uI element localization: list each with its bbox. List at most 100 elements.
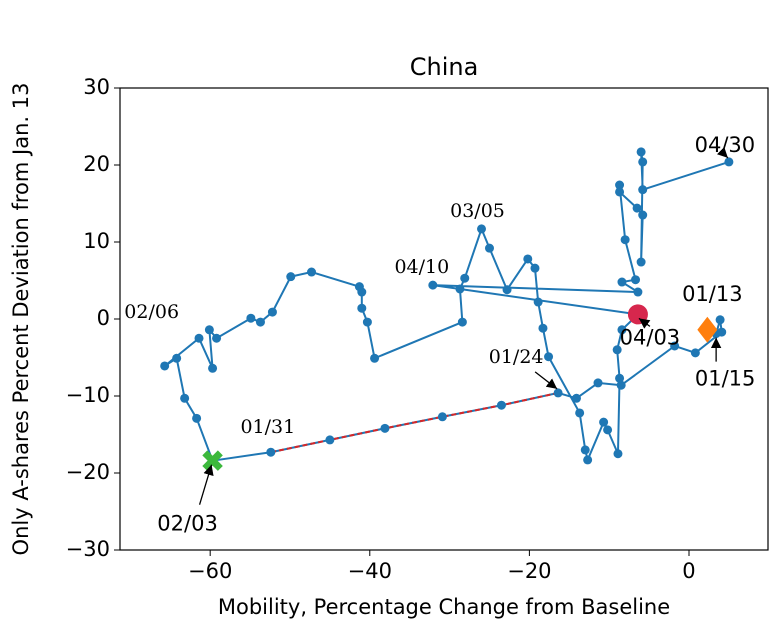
highlight-marker <box>627 304 648 325</box>
data-point <box>380 423 390 433</box>
data-point <box>208 363 218 373</box>
data-point <box>612 345 622 355</box>
annotation-arrow <box>198 464 214 505</box>
data-point <box>638 185 648 195</box>
data-point <box>204 325 214 335</box>
data-point <box>553 388 563 398</box>
data-point <box>370 353 380 363</box>
series-line <box>164 151 730 464</box>
data-point <box>615 373 625 383</box>
x-tick-label: 0 <box>682 559 695 583</box>
x-tick-label: −20 <box>507 559 551 583</box>
annotation: 02/06 <box>124 301 179 323</box>
data-point <box>571 393 581 403</box>
y-tick-label: 0 <box>97 306 110 330</box>
data-point <box>715 315 725 325</box>
data-point <box>286 272 296 282</box>
data-point <box>636 257 646 267</box>
data-point <box>717 327 727 337</box>
annotation: 01/13 <box>682 282 743 306</box>
data-point <box>530 263 540 273</box>
data-point <box>544 352 554 362</box>
data-point <box>617 325 627 335</box>
data-point <box>616 380 626 390</box>
data-point <box>428 280 438 290</box>
annotation: 02/03 <box>157 512 218 536</box>
annotation-arrow <box>638 317 651 329</box>
data-point <box>362 317 372 327</box>
data-point <box>502 285 512 295</box>
annotation: 01/15 <box>695 367 756 391</box>
data-point <box>603 425 613 435</box>
data-point <box>307 267 317 277</box>
highlight-marker <box>202 450 223 471</box>
data-point <box>533 297 543 307</box>
annotation-arrow <box>534 371 558 390</box>
data-point <box>160 361 170 371</box>
data-point <box>357 287 367 297</box>
data-point <box>575 408 585 418</box>
y-tick-label: −20 <box>66 460 110 484</box>
y-tick-label: 20 <box>83 152 110 176</box>
data-point <box>615 180 625 190</box>
x-tick-label: −60 <box>188 559 232 583</box>
annotation-arrow <box>716 146 729 159</box>
data-point <box>580 445 590 455</box>
data-point <box>613 449 623 459</box>
data-point <box>615 187 625 197</box>
data-point <box>246 313 256 323</box>
highlight-segment <box>270 391 559 454</box>
x-axis-label: Mobility, Percentage Change from Baselin… <box>218 595 670 619</box>
data-point <box>599 417 609 427</box>
data-point <box>212 333 222 343</box>
plot-frame <box>119 87 769 551</box>
data-point <box>593 378 603 388</box>
highlight-marker <box>697 316 718 343</box>
y-axis-label: Only A-shares Percent Deviation from Jan… <box>9 83 33 556</box>
data-point <box>192 413 202 423</box>
data-point <box>357 303 367 313</box>
y-tick-label: 30 <box>83 75 110 99</box>
x-tick-label: −40 <box>348 559 392 583</box>
data-point <box>670 341 680 351</box>
data-point <box>325 435 335 445</box>
y-tick-label: 10 <box>83 229 110 253</box>
data-point <box>484 243 494 253</box>
data-point <box>267 307 277 317</box>
data-point <box>437 412 447 422</box>
y-tick-label: −30 <box>66 537 110 561</box>
y-tick-label: −10 <box>66 383 110 407</box>
data-point <box>266 447 276 457</box>
data-point <box>631 275 641 285</box>
data-point <box>636 147 646 157</box>
chart-title: China <box>410 53 479 81</box>
data-point <box>523 254 533 264</box>
data-point <box>457 317 467 327</box>
plot-area: −60 −40 −20 0 −30 −20 −10 0 10 20 30 01/13 01/15 01/2… <box>66 75 769 583</box>
data-point <box>455 284 465 294</box>
annotation: 03/05 <box>450 200 505 222</box>
data-point <box>632 203 642 213</box>
data-point <box>633 287 643 297</box>
annotation: 04/30 <box>695 133 756 157</box>
data-point <box>460 273 470 283</box>
data-point <box>477 224 487 234</box>
data-point <box>690 348 700 358</box>
data-point <box>638 210 648 220</box>
annotation: 04/10 <box>394 256 449 278</box>
data-point <box>194 333 204 343</box>
data-point <box>583 455 593 465</box>
annotation: 01/24 <box>489 346 544 368</box>
annotation: 04/03 <box>620 325 681 349</box>
data-point <box>620 235 630 245</box>
data-point <box>172 353 182 363</box>
data-point <box>538 323 548 333</box>
data-point <box>724 157 734 167</box>
data-point <box>255 317 265 327</box>
data-point <box>617 277 627 287</box>
data-point <box>638 157 648 167</box>
data-point <box>496 400 506 410</box>
data-point <box>180 393 190 403</box>
annotation: 01/31 <box>240 416 295 438</box>
